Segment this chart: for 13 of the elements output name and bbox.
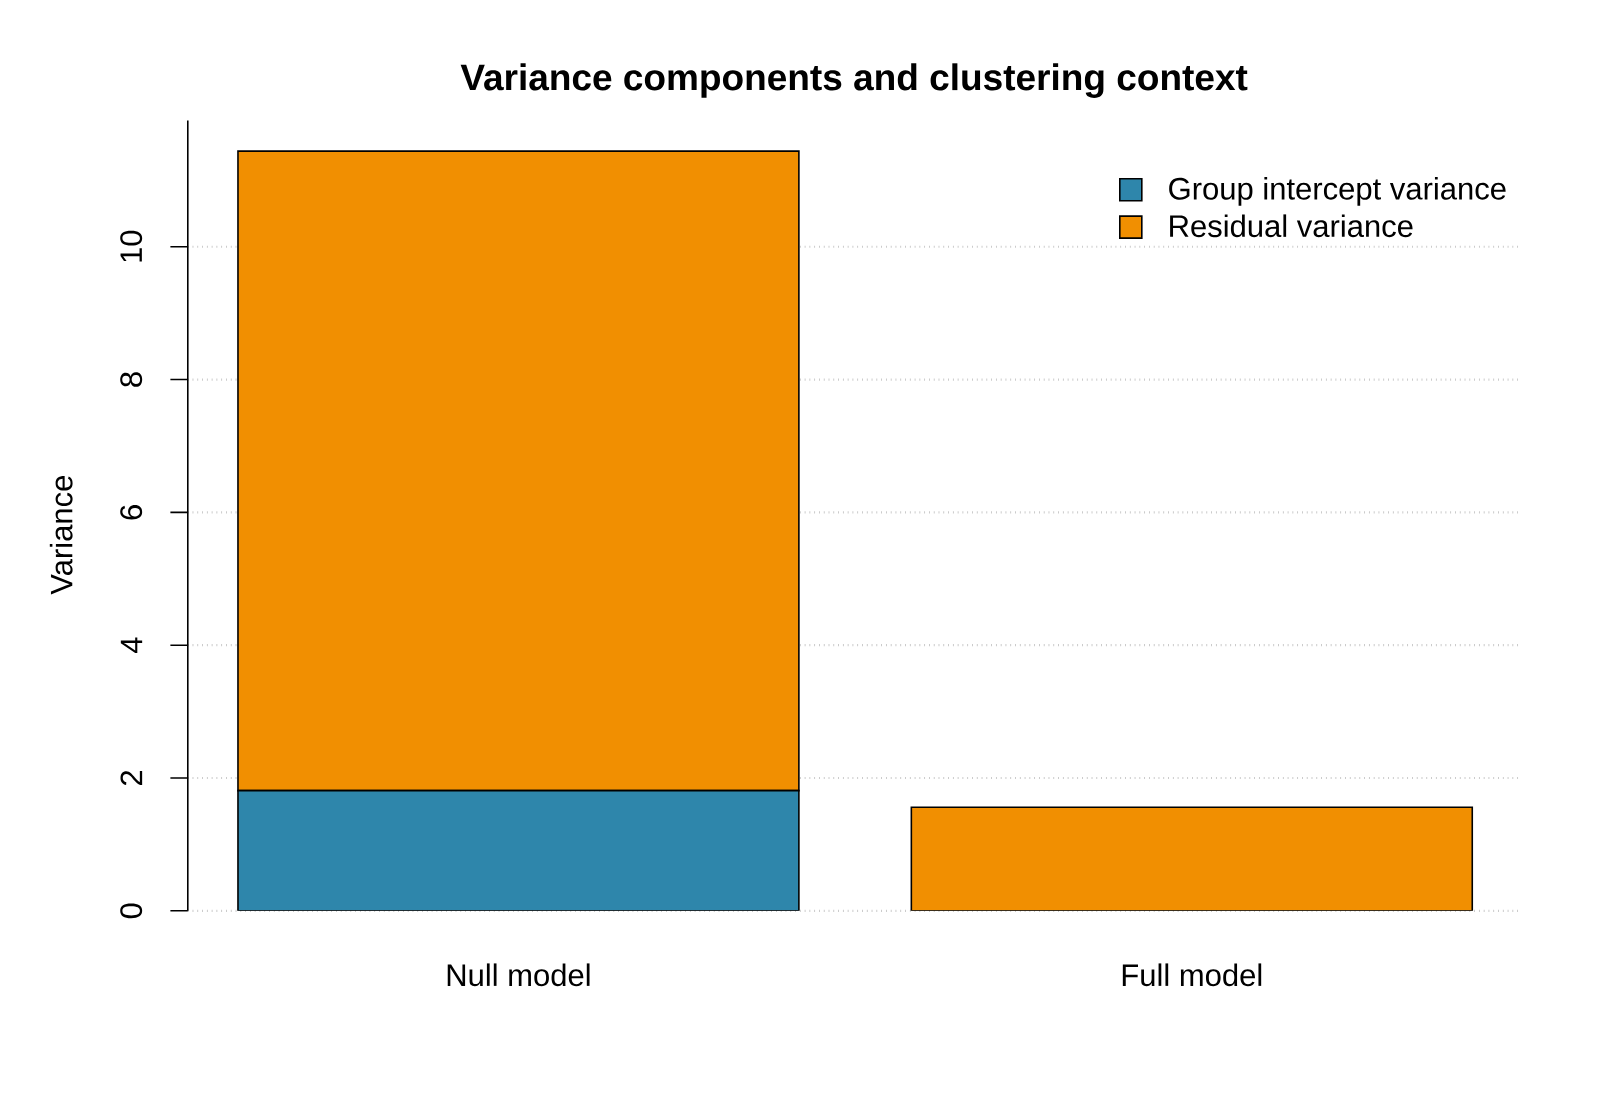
x-tick-label: Null model: [447, 963, 590, 987]
bar: [910, 806, 1474, 911]
chart-title: Variance components and clustering context: [460, 63, 1248, 98]
y-tick-label: 10: [120, 230, 143, 262]
legend-label: Residual variance: [1170, 214, 1413, 238]
y-tick-label: 4: [120, 637, 143, 654]
legend-label: Group intercept variance: [1169, 176, 1506, 206]
y-tick-label: 6: [120, 505, 143, 520]
y-tick-label: 8: [120, 372, 143, 387]
y-tick-label: 0: [120, 903, 143, 919]
y-tick-label: 2: [120, 770, 143, 786]
y-axis-title: Variance: [49, 476, 73, 595]
x-tick-label: Full model: [1122, 963, 1262, 987]
